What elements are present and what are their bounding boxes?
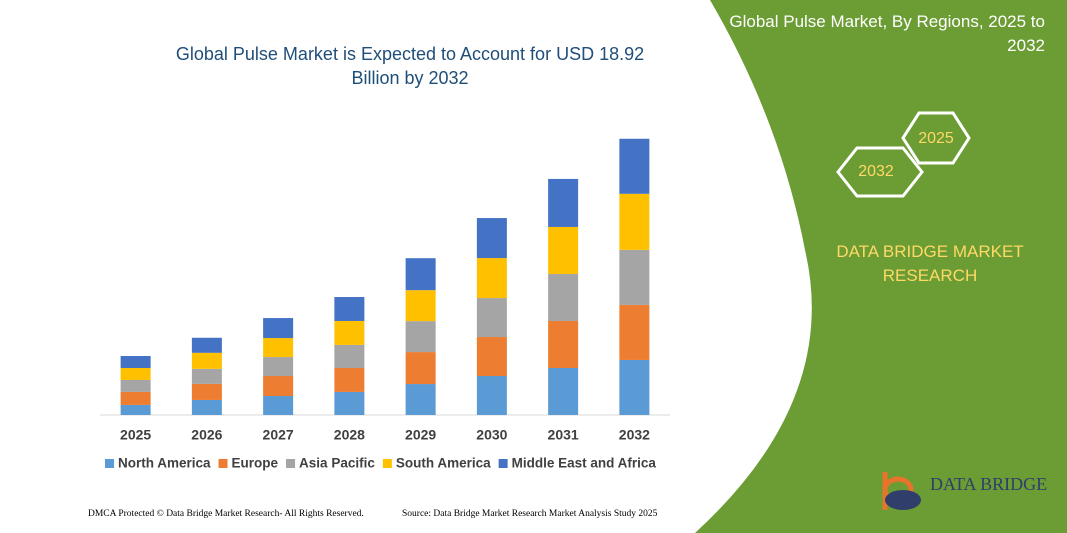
bar-segment: [476, 218, 507, 259]
legend-swatch: [105, 459, 114, 468]
bar-segment: [191, 337, 222, 353]
x-tick-label: 2026: [191, 427, 222, 443]
legend-label: Middle East and Africa: [512, 456, 657, 471]
bar-segment: [405, 352, 436, 385]
bar-segment: [619, 304, 650, 360]
bar-segment: [120, 379, 151, 392]
bar-segment: [619, 193, 650, 250]
bar-segment: [120, 404, 151, 415]
panel-title: Global Pulse Market, By Regions, 2025 to…: [729, 12, 1045, 55]
footer-right: Source: Data Bridge Market Research Mark…: [402, 509, 658, 519]
legend-swatch: [498, 459, 508, 468]
bar-segment: [548, 178, 579, 227]
bar-segment: [191, 383, 222, 400]
bar-segment: [191, 399, 222, 415]
x-tick-label: 2025: [120, 427, 151, 443]
bar-segment: [263, 376, 294, 397]
chart-title: Global Pulse Market is Expected to Accou…: [175, 44, 645, 88]
x-tick-label: 2029: [405, 427, 436, 443]
bar-segment: [263, 318, 294, 339]
bar-segment: [548, 320, 579, 368]
brand-text: DATA BRIDGE MARKET RESEARCH: [836, 242, 1024, 285]
bar-segment: [405, 290, 436, 322]
hexagon: [836, 146, 924, 198]
bar-segment: [334, 344, 365, 368]
bar-segment: [548, 273, 579, 321]
legend-swatch: [382, 459, 392, 468]
bar-segment: [619, 138, 650, 194]
footer-left: DMCA Protected © Data Bridge Market Rese…: [88, 509, 364, 519]
bar-segment: [334, 367, 365, 392]
bar-segment: [263, 396, 294, 415]
bar-segment: [334, 320, 365, 345]
hexagon: [901, 111, 971, 165]
bar-segment: [334, 297, 365, 321]
x-tick-label: 2032: [619, 427, 650, 443]
bar-segment: [619, 359, 650, 415]
hex-label: 2025: [918, 130, 954, 147]
bar-segment: [476, 337, 507, 377]
legend-label: North America: [118, 456, 211, 471]
legend-label: South America: [396, 456, 491, 471]
logo-icon: [885, 490, 921, 510]
bar-segment: [548, 226, 579, 274]
bar-segment: [191, 368, 222, 384]
bar-segment: [476, 376, 507, 415]
logo-text: DATA BRIDGE: [930, 474, 1048, 494]
green-panel: [695, 0, 1067, 533]
bar-segment: [405, 258, 436, 291]
x-tick-label: 2030: [476, 427, 507, 443]
bar-segment: [476, 298, 507, 338]
bar-segment: [263, 338, 294, 358]
bar-segment: [405, 384, 436, 415]
bar-segment: [334, 391, 365, 415]
legend-swatch: [286, 459, 296, 468]
x-tick-label: 2031: [548, 427, 579, 443]
bar-segment: [263, 357, 294, 377]
bar-segment: [120, 356, 151, 368]
x-tick-label: 2027: [263, 427, 294, 443]
legend-label: Asia Pacific: [299, 456, 375, 471]
bar-segment: [120, 391, 151, 405]
legend-label: Europe: [232, 456, 279, 471]
legend-swatch: [218, 459, 228, 468]
hex-label: 2032: [858, 163, 894, 180]
bar-segment: [191, 352, 222, 369]
bar-segment: [619, 249, 650, 305]
bar-segment: [476, 258, 507, 299]
bar-segment: [405, 321, 436, 353]
bar-segment: [120, 367, 151, 380]
x-tick-label: 2028: [334, 427, 365, 443]
bar-segment: [548, 367, 579, 415]
